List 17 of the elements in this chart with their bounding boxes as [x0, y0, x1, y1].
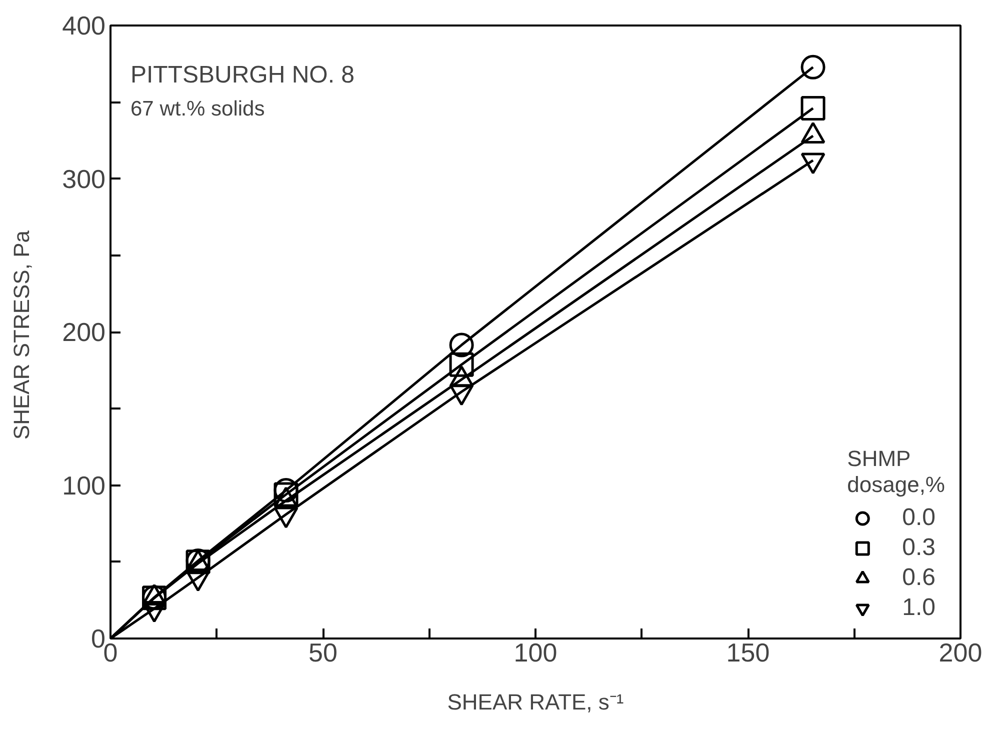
y-tick-label: 200 [62, 317, 106, 347]
legend-label: 1.0 [902, 594, 936, 622]
annotation: 67 wt.% solids [130, 98, 265, 120]
x-tick-label: 50 [308, 638, 338, 668]
y-tick-label: 400 [62, 10, 106, 40]
y-tick-label: 100 [62, 470, 106, 500]
legend-label: 0.6 [902, 564, 936, 592]
legend-label: 0.0 [902, 504, 936, 532]
legend-title: SHMP dosage,% [847, 446, 945, 498]
y-axis-title: SHEAR STRESS, Pa [9, 230, 34, 440]
x-tick-label: 200 [938, 638, 982, 668]
x-axis-title: SHEAR RATE, s⁻¹ [447, 690, 624, 714]
legend-label: 0.3 [902, 534, 936, 562]
x-tick-label: 100 [514, 638, 558, 668]
annotation: PITTSBURGH NO. 8 [130, 62, 355, 88]
x-tick-label: 150 [726, 638, 770, 668]
y-tick-label: 300 [62, 164, 106, 194]
